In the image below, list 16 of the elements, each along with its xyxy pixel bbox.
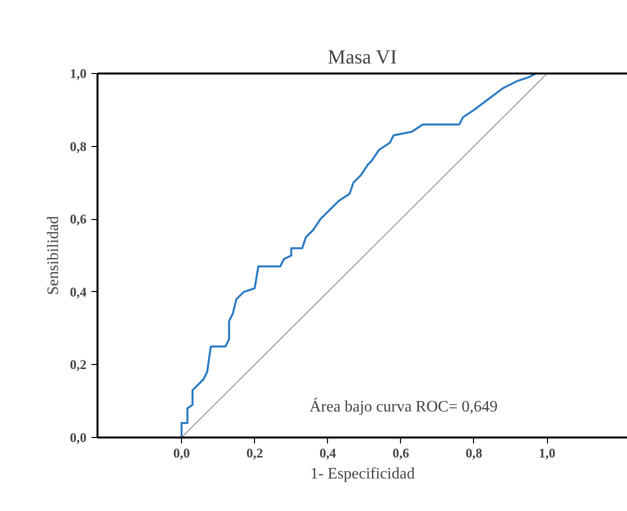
x-tick-label: 0,0 xyxy=(173,446,190,460)
x-tick-label: 0,6 xyxy=(392,446,410,460)
annotation: Área bajo curva ROC= 0,649 xyxy=(310,398,498,416)
y-tick-label: 0,8 xyxy=(70,138,87,154)
y-tick-label: 0,4 xyxy=(70,284,87,300)
y-tick-label: 0,6 xyxy=(70,212,87,227)
x-tick-label: 0,2 xyxy=(246,446,264,460)
x-axis-title: 1- Especificidad xyxy=(310,466,415,482)
y-tick-label: 1,0 xyxy=(70,66,87,81)
y-axis-title: Sensibilidad xyxy=(44,216,62,296)
x-tick-label: 0,8 xyxy=(466,446,483,460)
y-tick-label: 0,0 xyxy=(70,430,87,445)
x-tick-label: 1,0 xyxy=(538,446,556,460)
y-tick-label: 0,2 xyxy=(70,357,87,372)
chart-title: Masa VI xyxy=(328,46,397,68)
x-tick-label: 0,4 xyxy=(319,446,336,460)
